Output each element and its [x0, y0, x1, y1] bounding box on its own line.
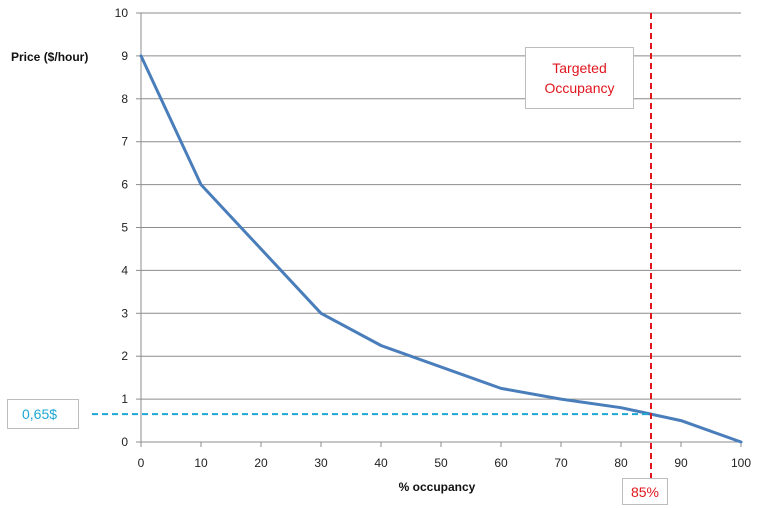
reference-lines	[92, 13, 652, 478]
x-tick-label: 100	[731, 456, 751, 470]
y-tick-label: 10	[115, 6, 129, 20]
data-point	[619, 406, 623, 409]
y-tick-labels: 0 1 2 3 4 5 6 7 8 9 10	[115, 6, 129, 449]
x-tick-label: 0	[138, 456, 145, 470]
y-axis-title: Price ($/hour)	[11, 50, 88, 64]
price-at-target-callout: 0,65$	[7, 399, 79, 429]
targeted-occupancy-line2: Occupancy	[544, 80, 615, 96]
x-tick-label: 40	[374, 456, 388, 470]
y-tick-label: 7	[121, 135, 128, 149]
y-tick-label: 6	[121, 178, 128, 192]
price-at-target-label: 0,65$	[22, 406, 58, 422]
x-axis-title: % occupancy	[399, 480, 476, 494]
axes	[136, 12, 742, 447]
data-point	[199, 183, 203, 186]
x-tick-label: 20	[254, 456, 268, 470]
data-point	[499, 387, 503, 390]
x-tick-label: 80	[614, 456, 628, 470]
y-tick-label: 1	[121, 392, 128, 406]
x-tick-label: 60	[494, 456, 508, 470]
y-tick-label: 8	[121, 92, 128, 106]
targeted-occupancy-callout: Targeted Occupancy	[525, 47, 634, 109]
targeted-occupancy-line1: Targeted	[552, 60, 607, 76]
y-tick-label: 2	[121, 349, 128, 363]
data-point	[679, 419, 683, 422]
target-occupancy-percent-label: 85%	[630, 483, 660, 500]
y-tick-label: 0	[121, 435, 128, 449]
x-tick-label: 50	[434, 456, 448, 470]
y-tick-label: 5	[121, 221, 128, 235]
x-tick-label: 90	[674, 456, 688, 470]
data-point	[739, 440, 743, 444]
x-tick-label: 30	[314, 456, 328, 470]
x-tick-label: 70	[554, 456, 568, 470]
y-tick-label: 9	[121, 49, 128, 63]
x-tick-label: 10	[194, 456, 208, 470]
data-point	[379, 344, 383, 347]
x-tick-labels: 0 10 20 30 40 50 60 70 80 90 100	[138, 456, 752, 470]
y-tick-label: 4	[121, 263, 128, 277]
y-tick-label: 3	[121, 306, 128, 320]
data-point	[139, 54, 143, 58]
data-point	[319, 312, 323, 315]
target-occupancy-percent-callout: 85%	[622, 478, 668, 505]
data-point	[559, 397, 563, 401]
gridlines	[141, 12, 741, 400]
series-group	[139, 54, 743, 444]
